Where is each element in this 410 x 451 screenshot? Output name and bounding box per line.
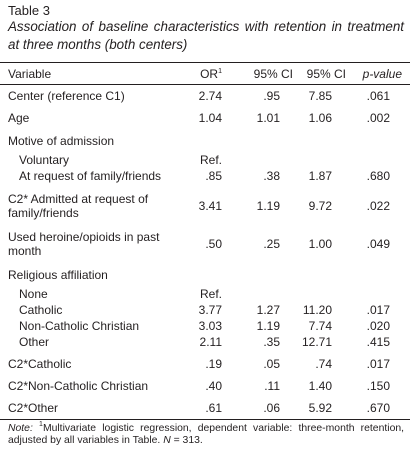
n-value: = 313. xyxy=(173,435,203,446)
table-row: Used heroine/opioids in past month .50 .25… xyxy=(0,225,410,263)
table-cell: .002 xyxy=(366,111,390,125)
header-cell: 95% CI xyxy=(306,66,346,81)
note-mark: 1 xyxy=(39,421,43,428)
header-cell: 95% CI xyxy=(253,66,293,81)
table-row: Non-Catholic Christian 3.03 1.19 7.74 .020 xyxy=(0,318,410,334)
table-cell: 1.00 xyxy=(308,237,332,251)
table-row: Center (reference C1) 2.74 .95 7.85 .061 xyxy=(0,85,410,107)
table-cell: .95 xyxy=(263,89,280,103)
table-cell: Ref. xyxy=(199,153,222,167)
n-label: N xyxy=(163,435,171,446)
table-cell: 1.19 xyxy=(256,319,280,333)
table-cell: .25 xyxy=(263,237,280,251)
footnote-mark: 1 xyxy=(218,67,222,75)
group-heading: Motive of admission xyxy=(8,134,115,148)
row-label: Used heroine/opioids in past month xyxy=(8,230,160,258)
table-cell: 11.20 xyxy=(302,303,332,317)
table-row: At request of family/friends .85 .38 1.87 .6… xyxy=(0,168,410,184)
table-row: C2* Admitted at request of family/friend… xyxy=(0,187,410,225)
row-label: C2*Other xyxy=(8,401,59,415)
table-cell: .061 xyxy=(366,89,390,103)
table-cell: 3.41 xyxy=(198,199,222,213)
table-cell: 1.06 xyxy=(308,111,332,125)
header-text: OR xyxy=(200,66,219,81)
table: Variable OR1 95% CI 95% CI p-value Center (re… xyxy=(0,62,410,420)
table-cell: 1.27 xyxy=(256,303,280,317)
row-label: C2*Catholic xyxy=(8,357,72,371)
table-cell: 7.85 xyxy=(308,89,332,103)
table-cell: .049 xyxy=(366,237,390,251)
table-row: Voluntary Ref. xyxy=(0,152,410,168)
table-cell: .670 xyxy=(366,401,390,415)
table-cell: .017 xyxy=(366,303,390,317)
header-row: Variable OR1 95% CI 95% CI p-value xyxy=(0,63,410,85)
table-cell: Ref. xyxy=(199,287,222,301)
table-cell: 2.11 xyxy=(199,335,222,349)
row-label: Non-Catholic Christian xyxy=(19,319,140,333)
row-label: None xyxy=(19,287,48,301)
table-cell: .40 xyxy=(205,379,222,393)
table-cell: 7.74 xyxy=(308,319,332,333)
table-cell: .680 xyxy=(366,169,390,183)
row-label: Age xyxy=(8,111,30,125)
row-label: C2* Admitted at request of family/friend… xyxy=(8,192,149,220)
table-cell: .05 xyxy=(263,357,280,371)
table-caption: Association of baseline characteristics … xyxy=(8,19,404,52)
row-label: Center (reference C1) xyxy=(8,89,125,103)
table-cell: 12.71 xyxy=(301,335,332,349)
note-label: Note: xyxy=(8,423,33,434)
header-cell: OR1 xyxy=(195,67,222,81)
table-cell: .85 xyxy=(205,169,222,183)
table-cell: 1.40 xyxy=(308,379,332,393)
table-number: Table 3 xyxy=(8,3,50,18)
table-cell: 1.87 xyxy=(308,169,332,183)
table-cell: .38 xyxy=(263,169,280,183)
table-cell: .022 xyxy=(366,199,390,213)
table-row: Other 2.11 .35 12.71 .415 xyxy=(0,334,410,350)
table-cell: .150 xyxy=(366,379,390,393)
table-cell: 1.01 xyxy=(256,111,280,125)
table-row: C2*Non-Catholic Christian .40 .11 1.40 .150 xyxy=(0,375,410,397)
row-group: Religious affiliation None Ref. Catholic 3.7… xyxy=(0,263,410,353)
row-group: Motive of admission Voluntary Ref. At reque… xyxy=(0,129,410,187)
note-text: Multivariate logistic regression, depend… xyxy=(8,423,405,446)
group-heading: Religious affiliation xyxy=(8,268,108,282)
table-row: C2*Catholic .19 .05 .74 .017 xyxy=(0,353,410,375)
table-cell: .415 xyxy=(366,335,390,349)
table-cell: .35 xyxy=(263,335,280,349)
table-cell: .06 xyxy=(263,401,280,415)
row-label: At request of family/friends xyxy=(19,169,162,183)
table-cell: .74 xyxy=(315,357,332,371)
row-label: Other xyxy=(19,335,50,349)
table-cell: 1.19 xyxy=(256,199,280,213)
table-cell: .50 xyxy=(205,237,222,251)
table-cell: 2.74 xyxy=(198,89,222,103)
header-cell: Variable xyxy=(8,66,52,81)
table-cell: .11 xyxy=(264,379,280,393)
header-cell: p-value xyxy=(362,66,402,81)
table-cell: .61 xyxy=(205,401,222,415)
table-row: None Ref. xyxy=(0,286,410,302)
row-label: C2*Non-Catholic Christian xyxy=(8,379,149,393)
table-cell: .020 xyxy=(366,319,390,333)
table-cell: 5.92 xyxy=(308,401,332,415)
table-cell: .19 xyxy=(205,357,222,371)
table-cell: .017 xyxy=(366,357,390,371)
table-row: Catholic 3.77 1.27 11.20 .017 xyxy=(0,302,410,318)
row-label: Catholic xyxy=(19,303,63,317)
table-note: Note: 1Multivariate logistic regression,… xyxy=(8,421,405,447)
table-cell: 1.04 xyxy=(198,111,222,125)
row-label: Voluntary xyxy=(19,153,70,167)
table-cell: 3.77 xyxy=(198,303,222,317)
table-cell: 3.03 xyxy=(198,319,222,333)
table-row: Age 1.04 1.01 1.06 .002 xyxy=(0,107,410,129)
table-row: C2*Other .61 .06 5.92 .670 xyxy=(0,397,410,419)
table-cell: 9.72 xyxy=(308,199,332,213)
